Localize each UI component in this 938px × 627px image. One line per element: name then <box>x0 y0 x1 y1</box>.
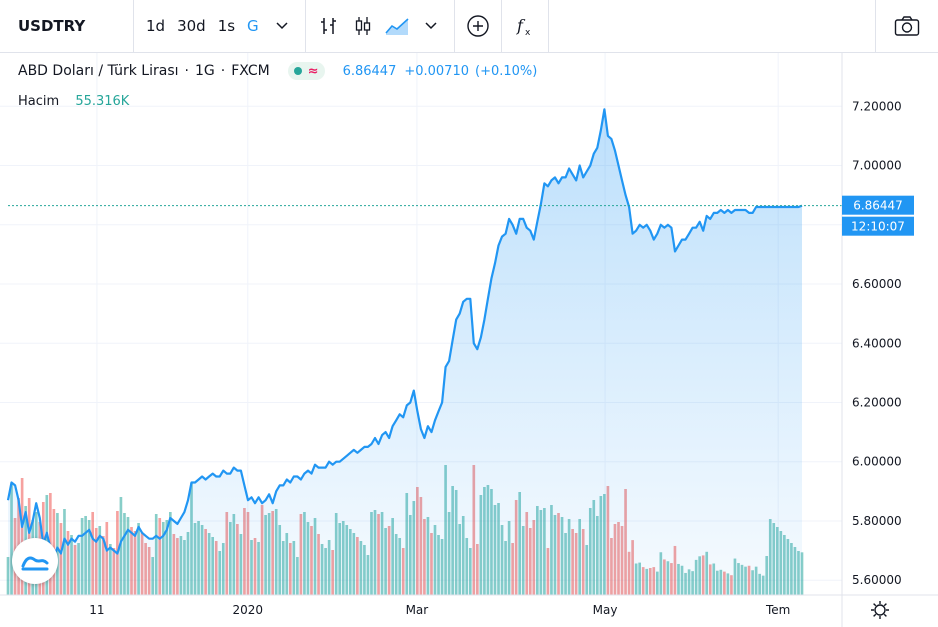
gear-icon <box>871 601 889 619</box>
price-axis: 5.60000 5.80000 6.00000 6.20000 6.40000 6.600… <box>852 99 902 587</box>
add-compare-icon[interactable] <box>465 13 491 39</box>
bar-chart-icon[interactable] <box>316 13 342 39</box>
countdown-box <box>842 216 914 236</box>
chart-legend: ABD Doları / Türk Lirası · 1G · FXCM ≈ 6… <box>18 62 538 80</box>
chevron-down-icon[interactable] <box>418 13 444 39</box>
countdown-label: 12:10:07 <box>851 220 905 234</box>
y-tick-label: 6.60000 <box>852 277 902 291</box>
volume-value: 55.316K <box>75 94 130 109</box>
x-tick-label: Mar <box>406 603 429 617</box>
chart-logo-button[interactable] <box>12 538 58 584</box>
x-tick-label: 2020 <box>233 603 264 617</box>
interval-1d-button[interactable]: 1d <box>146 17 166 35</box>
legend-exchange: FXCM <box>231 63 270 79</box>
volume-label: Hacim <box>18 94 60 109</box>
price-line <box>6 108 803 558</box>
interval-30d-button[interactable]: 30d <box>177 17 206 35</box>
interval-group: 1d 30d 1s G <box>134 0 306 53</box>
svg-text:f: f <box>516 16 526 35</box>
price-area-fill <box>8 109 802 596</box>
delayed-data-icon: ≈ <box>307 63 319 79</box>
interval-g-button[interactable]: G <box>247 17 259 35</box>
time-axis: 11 2020 Mar May Tem <box>89 603 790 617</box>
legend-interval: 1G <box>194 63 215 79</box>
chart-style-group <box>306 0 455 53</box>
last-price-box <box>842 195 914 215</box>
y-tick-label: 6.00000 <box>852 455 902 469</box>
x-tick-label: 11 <box>89 603 104 617</box>
y-tick-label: 7.20000 <box>852 99 902 113</box>
volume-legend: Hacim 55.316K <box>18 94 129 109</box>
symbol-search-button[interactable]: USDTRY <box>0 0 134 53</box>
y-tick-label: 5.80000 <box>852 514 902 528</box>
y-tick-label: 6.40000 <box>852 336 902 350</box>
legend-price: 6.86447 <box>342 63 397 79</box>
y-tick-label: 6.20000 <box>852 395 902 409</box>
legend-title: ABD Doları / Türk Lirası <box>18 63 179 79</box>
x-tick-label: Tem <box>765 603 790 617</box>
snapshot-group <box>875 0 938 53</box>
candlestick-icon[interactable] <box>350 13 376 39</box>
y-tick-label: 5.60000 <box>852 573 902 587</box>
chevron-down-icon[interactable] <box>269 13 295 39</box>
last-price-label: 6.86447 <box>853 199 903 213</box>
compare-group <box>455 0 502 53</box>
legend-change: +0.00710 <box>404 63 469 79</box>
legend-change-pct: (+0.10%) <box>475 63 538 79</box>
camera-icon[interactable] <box>894 13 920 39</box>
y-tick-label: 7.00000 <box>852 159 902 173</box>
svg-text:x: x <box>525 28 531 38</box>
area-chart-icon[interactable] <box>384 13 410 39</box>
interval-1s-button[interactable]: 1s <box>217 17 236 35</box>
logo-icon <box>21 556 49 571</box>
market-open-icon <box>293 67 302 75</box>
market-status-badge[interactable]: ≈ <box>287 62 325 80</box>
x-tick-label: May <box>593 603 618 617</box>
